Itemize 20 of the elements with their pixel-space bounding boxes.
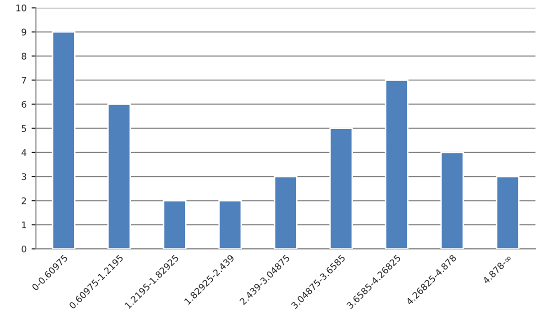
y-tick-label: 9 xyxy=(22,28,26,36)
y-tick-label: 0 xyxy=(22,246,26,252)
y-tick-label: 3 xyxy=(22,173,26,180)
y-tick-label: 2 xyxy=(22,197,26,204)
y-tick-label: 6 xyxy=(22,100,26,108)
y-tick-label: 4 xyxy=(22,149,26,156)
bar xyxy=(384,79,408,249)
bar xyxy=(52,31,76,249)
bar xyxy=(107,104,131,249)
y-tick-label: 7 xyxy=(22,76,26,84)
y-tick-label: 1 xyxy=(22,222,26,228)
bar xyxy=(274,176,298,249)
bar xyxy=(218,200,242,249)
bar xyxy=(496,176,520,249)
y-tick-label: 5 xyxy=(22,125,26,132)
y-tick-label: 10 xyxy=(16,4,26,12)
bar xyxy=(440,152,464,249)
y-tick-label: 8 xyxy=(22,52,26,60)
bar xyxy=(329,128,353,249)
bar xyxy=(162,200,186,249)
